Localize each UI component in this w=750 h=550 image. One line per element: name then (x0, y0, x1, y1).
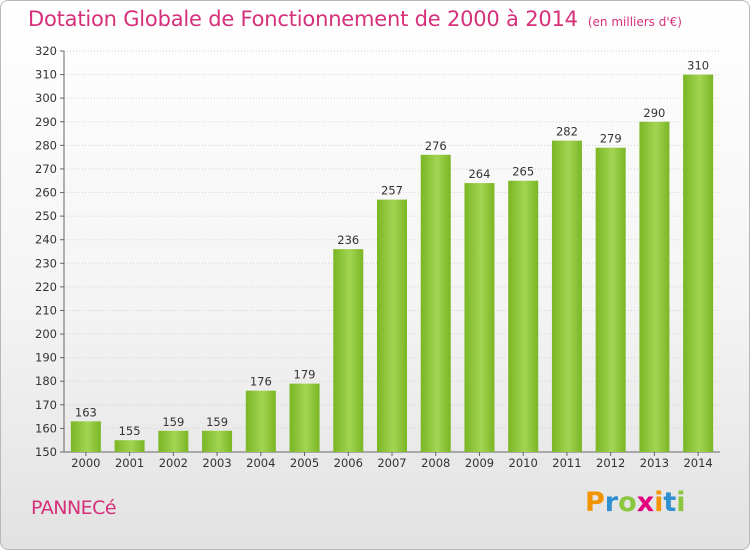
value-label: 276 (425, 139, 447, 153)
y-tick-label: 290 (35, 115, 57, 129)
bar (333, 249, 364, 452)
x-tick-label: 2001 (115, 456, 144, 470)
y-tick-label: 280 (35, 138, 57, 152)
logo-letter: P (585, 487, 605, 518)
bar (114, 440, 145, 452)
x-tick-label: 2014 (683, 456, 712, 470)
value-label: 155 (119, 424, 141, 438)
chart-unit: (en milliers d'€) (587, 15, 682, 29)
chart-header: Dotation Globale de Fonctionnement de 20… (28, 7, 682, 31)
y-tick-label: 200 (35, 327, 57, 341)
value-label: 159 (162, 415, 184, 429)
y-tick-label: 150 (35, 445, 57, 459)
y-tick-label: 190 (35, 351, 57, 365)
bar (639, 121, 670, 452)
bar (289, 383, 320, 452)
value-label: 290 (643, 106, 665, 120)
value-label: 282 (556, 125, 578, 139)
bar (508, 180, 539, 452)
bar (464, 183, 495, 452)
y-tick-label: 160 (35, 421, 57, 435)
x-tick-label: 2010 (509, 456, 538, 470)
bar (683, 74, 714, 453)
y-tick-label: 310 (35, 68, 57, 82)
proxiti-logo: Proxiti (585, 487, 686, 518)
y-tick-label: 230 (35, 256, 57, 270)
bar (158, 430, 189, 452)
bar (420, 154, 451, 452)
bar (595, 147, 626, 452)
bar (377, 199, 407, 452)
value-label: 264 (468, 167, 490, 181)
logo-letter: r (604, 487, 619, 518)
value-label: 163 (75, 405, 97, 419)
x-tick-label: 2012 (596, 456, 625, 470)
y-tick-label: 240 (35, 233, 57, 247)
value-label: 159 (206, 415, 228, 429)
y-tick-label: 260 (35, 186, 57, 200)
x-tick-label: 2002 (159, 456, 188, 470)
y-tick-label: 270 (35, 162, 57, 176)
x-tick-label: 2004 (246, 456, 275, 470)
x-tick-label: 2000 (71, 456, 100, 470)
bar (202, 430, 233, 452)
logo-letter: o (618, 487, 637, 518)
y-tick-label: 220 (35, 280, 57, 294)
value-label: 236 (337, 233, 359, 247)
value-label: 265 (512, 165, 534, 179)
x-tick-label: 2013 (640, 456, 669, 470)
x-tick-label: 2008 (421, 456, 450, 470)
x-tick-label: 2006 (334, 456, 363, 470)
bar (70, 421, 101, 452)
y-tick-label: 170 (35, 398, 57, 412)
logo-letter: x (636, 487, 655, 518)
y-tick-label: 320 (35, 44, 57, 58)
logo-letter: t (663, 487, 677, 518)
bar (551, 140, 582, 452)
commune-name: PANNECé (31, 497, 117, 519)
value-label: 176 (250, 375, 272, 389)
y-tick-label: 210 (35, 303, 57, 317)
value-label: 179 (294, 368, 316, 382)
value-label: 279 (600, 132, 622, 146)
y-tick-label: 180 (35, 374, 57, 388)
value-label: 310 (687, 59, 709, 73)
chart-title: Dotation Globale de Fonctionnement de 20… (28, 7, 578, 31)
x-tick-label: 2009 (465, 456, 494, 470)
x-tick-label: 2003 (202, 456, 231, 470)
x-tick-label: 2007 (377, 456, 406, 470)
x-tick-label: 2011 (552, 456, 581, 470)
bar (245, 390, 276, 452)
value-label: 257 (381, 184, 403, 198)
y-tick-label: 300 (35, 91, 57, 105)
x-tick-label: 2005 (290, 456, 319, 470)
logo-letter: i (654, 487, 664, 518)
logo-letter: i (676, 487, 686, 518)
y-tick-label: 250 (35, 209, 57, 223)
